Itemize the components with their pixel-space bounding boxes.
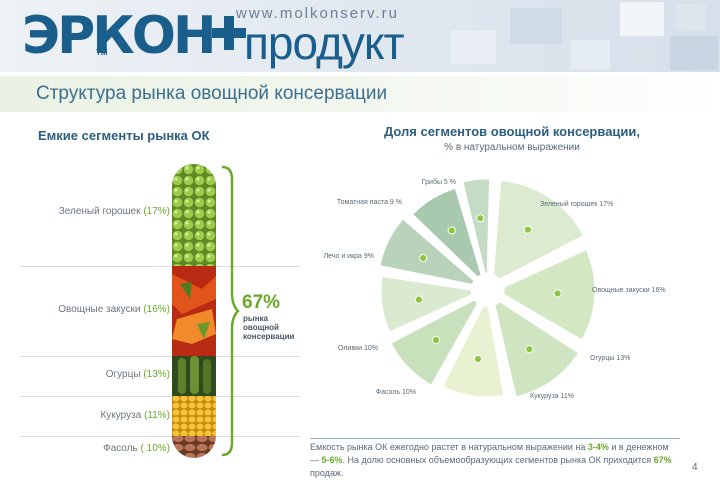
slice-marker-dot [553,289,562,298]
segment-row: Огурцы (13%) [20,356,300,397]
pie-slice [379,218,475,285]
segment-row: Зеленый горошек (17%) [20,168,300,267]
slice-marker-dot [473,354,483,364]
segment-row: Фасоль ( 10%) [20,436,300,460]
slice-label: Фасоль 10% [376,389,416,396]
produce-photo-illustration [172,164,216,458]
logo-product-word: продукт [244,17,405,69]
slice-marker-dot [523,225,532,234]
chart-title: Доля сегментов овощной консервации, [383,124,641,139]
logo-trademark: TM [96,48,108,57]
page-number: 4 [692,462,698,473]
logo-plus-icon [212,16,246,50]
slice-marker-dot [414,295,424,304]
segment-label: Огурцы (13%) [105,369,170,380]
slice-label: Огурцы 13% [590,355,630,362]
pie-slice [494,301,580,398]
segment-label: Кукуруза (11%) [100,410,170,421]
site-url: www.molkonserv.ru [236,5,399,22]
segment-row: Кукуруза (11%) [20,396,300,437]
slice-label: Кукуруза 11% [530,393,574,400]
slice-marker-dot [525,345,534,354]
segment-label: Зеленый горошек (17%) [58,206,170,217]
header-banner: ЭРКОН TM www.molkonserv.ru продукт [0,0,720,72]
pie-slice [462,178,491,274]
total-share-value: 67% [242,292,281,313]
pie-slice [411,187,482,278]
slice-label: Оливки 10% [338,345,378,352]
title-strip [0,76,720,112]
chart-subtitle: % в натуральном выражении [444,142,580,153]
left-heading: Емкие сегменты рынка ОК [38,128,210,143]
slice-label: Зеленый горошек 17% [540,200,613,208]
produce-photo-column [172,164,216,458]
slice-marker-dot [476,214,485,223]
slice-label: Лечо и икра 9% [324,253,374,260]
pie-slice [380,275,473,333]
pie-slice [442,305,505,398]
segment-label: Фасоль ( 10%) [103,443,170,454]
logo-wordmark: ЭРКОН [22,6,217,66]
slice-label: Овощные закуски 16% [592,287,666,294]
bracket-brace [221,165,240,457]
pie-slice [503,249,596,341]
slice-marker-dot [419,253,428,263]
segment-row: Овощные закуски (16%) [20,266,300,357]
segment-label: Овощные закуски (16%) [58,304,170,315]
slice-label: Грибы 5 % [422,178,456,186]
summary-note: Емкость рынка ОК ежегодно растет в натур… [310,438,680,480]
total-share-caption: рынка овощной консервации [243,314,295,341]
page-title: Структура рынка овощной консервации [36,83,388,104]
decorative-tiles [400,2,718,70]
slice-label: Томатная паста 9 % [337,199,402,206]
slice-marker-dot [431,336,441,345]
pie-slice [493,180,585,280]
slice-marker-dot [447,226,456,235]
